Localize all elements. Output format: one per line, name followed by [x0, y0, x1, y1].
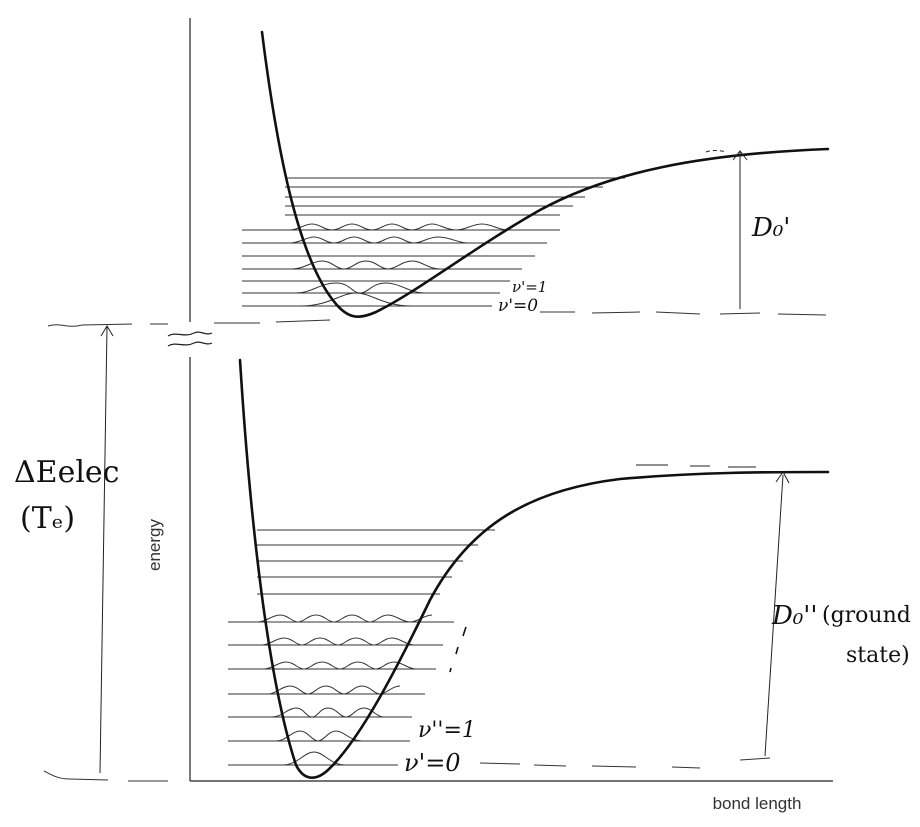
transition-label-note: (Tₑ) — [20, 501, 75, 536]
y-axis-label: energy — [145, 519, 164, 571]
upper-level-label-v1: ν'=1 — [512, 278, 547, 296]
lower-baseline-dashed — [43, 757, 771, 782]
upper-state-levels — [242, 177, 625, 307]
axis-break-mark-2 — [167, 341, 213, 347]
lower-wavefunction — [257, 614, 433, 623]
upper-wavefunctions — [289, 223, 509, 307]
axis-break-mark — [167, 331, 213, 337]
upper-wavefunction — [289, 223, 509, 231]
lower-wavefunction — [271, 707, 385, 718]
lower-wavefunction — [275, 730, 363, 742]
upper-wavefunction — [291, 260, 441, 270]
upper-dissociation-label: D₀' — [751, 213, 790, 243]
lower-dissociation-note-2: state) — [846, 643, 910, 668]
x-axis-label: bond length — [713, 794, 802, 813]
upper-wavefunction — [299, 292, 413, 307]
lower-level-label-v0: ν'=0 — [404, 749, 461, 777]
lower-dissociation-arrow — [636, 464, 790, 757]
transition-arrow — [99, 325, 114, 774]
lower-wavefunction — [261, 637, 415, 646]
lower-wavefunctions — [257, 614, 433, 766]
lower-dissociation-label: D₀'' — [771, 601, 818, 631]
upper-potential-curve — [260, 30, 830, 318]
lower-level-label-v1: ν''=1 — [418, 718, 476, 743]
upper-level-label-v0: ν'=0 — [498, 296, 538, 316]
lower-potential-curve — [238, 358, 830, 779]
upper-min-dashed-line — [47, 319, 331, 327]
lower-dissociation-note: (ground — [822, 603, 911, 628]
upper-wavefunction — [295, 282, 425, 294]
upper-dissociation-arrow — [705, 150, 748, 309]
lower-wavefunction — [267, 685, 401, 695]
upper-baseline-dashed — [540, 311, 827, 316]
axes — [167, 18, 833, 782]
lower-wavefunction — [263, 661, 417, 670]
upper-wavefunction — [289, 236, 469, 244]
transition-label: ΔEelec — [14, 455, 119, 490]
continuation-dots — [449, 626, 467, 673]
